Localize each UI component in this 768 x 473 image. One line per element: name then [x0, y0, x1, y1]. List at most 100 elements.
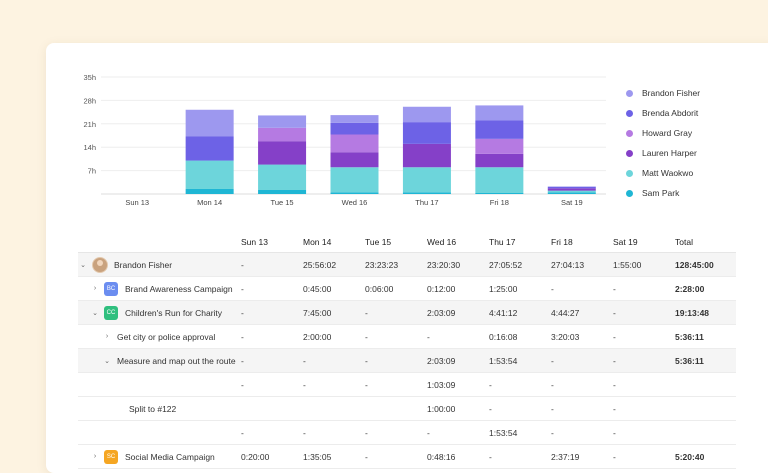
total-cell	[675, 372, 736, 397]
row-name: Brand Awareness Campaign	[125, 283, 233, 294]
time-cell: -	[489, 396, 551, 421]
bar-segment-lauren-harper	[402, 143, 451, 168]
legend-item[interactable]: Lauren Harper	[626, 143, 766, 163]
chevron-right-icon[interactable]: ›	[93, 285, 97, 292]
bar-segment-matt-waokwo	[258, 164, 307, 190]
time-cell: -	[303, 372, 365, 397]
y-tick-label: 21h	[83, 120, 96, 129]
row-name-cell	[78, 420, 241, 445]
header-tue-15: Tue 15	[365, 232, 427, 253]
table-row[interactable]: › BC Brand Awareness Campaign -0:45:00 0:06:…	[78, 276, 736, 301]
legend-item[interactable]: Sam Park	[626, 183, 766, 203]
time-cell: 1:55:00	[613, 252, 675, 277]
legend-label: Sam Park	[642, 188, 680, 198]
table-row[interactable]: › Get city or police approval -2:00:00- -0:…	[78, 324, 736, 349]
bar-segment-brandon-fisher	[185, 109, 234, 137]
bar-segment-brenda-abdorit	[330, 122, 379, 135]
table-row[interactable]: ⌄ Brandon Fisher -25:56:02 23:23:23 23:20:30…	[78, 252, 736, 277]
bar-segment-brandon-fisher	[258, 115, 307, 128]
row-name-cell: ⌄ CC Children's Run for Charity	[78, 300, 241, 325]
table-row[interactable]: › SC Social Media Campaign 0:20:00 1:35:05-0…	[78, 444, 736, 469]
row-name-cell	[78, 372, 241, 397]
header-wed-16: Wed 16	[427, 232, 489, 253]
y-tick-label: 7h	[88, 167, 96, 176]
time-cell: 4:44:27	[551, 300, 613, 325]
header-sat-19: Sat 19	[613, 232, 675, 253]
time-cell: -	[365, 372, 427, 397]
legend-label: Lauren Harper	[642, 148, 697, 158]
legend-swatch	[626, 149, 633, 157]
time-cell: -	[613, 300, 675, 325]
time-cell: -	[551, 420, 613, 445]
time-cell: -	[365, 324, 427, 349]
time-cell: 2:37:19	[551, 444, 613, 469]
time-report-card: 35h 28h 21h 14h 7h Sun 13 Mon 14 Tue 15 Wed 16 Th…	[46, 43, 768, 473]
row-name-cell: ⌄ Measure and map out the route	[78, 348, 241, 373]
legend-label: Brenda Abdorit	[642, 108, 699, 118]
total-cell: 128:45:00	[675, 252, 736, 277]
row-name-wrapper: ⌄ CC Children's Run for Charity	[78, 301, 241, 324]
table-row[interactable]: Split to #122 1:00:00- - -	[78, 396, 736, 421]
table-row[interactable]: - - - -1:53:54- -	[78, 420, 736, 445]
row-name: Children's Run for Charity	[125, 307, 223, 318]
x-tick-label: Wed 16	[342, 198, 368, 207]
time-cell: 2:03:09	[427, 300, 489, 325]
row-name-wrapper: › SC Social Media Campaign	[78, 445, 241, 468]
legend-item[interactable]: Brenda Abdorit	[626, 103, 766, 123]
stacked-bar-chart: 35h 28h 21h 14h 7h Sun 13 Mon 14 Tue 15 Wed 16 Th…	[83, 73, 606, 207]
time-cell: 1:53:54	[489, 348, 551, 373]
total-cell	[675, 396, 736, 421]
bar-segment-brandon-fisher	[475, 105, 524, 121]
chevron-down-icon[interactable]: ⌄	[80, 261, 86, 269]
time-cell: 23:23:23	[365, 252, 427, 277]
x-tick-label: Sun 13	[125, 198, 149, 207]
table-row[interactable]: ⌄ CC Children's Run for Charity -7:45:00-2:…	[78, 300, 736, 325]
time-cell: 0:48:16	[427, 444, 489, 469]
bar-segment-matt-waokwo	[330, 167, 379, 193]
legend-swatch	[626, 189, 633, 197]
header-fri-18: Fri 18	[551, 232, 613, 253]
time-cell: 7:45:00	[303, 300, 365, 325]
bar-segment-lauren-harper	[547, 188, 596, 191]
table-row[interactable]: ⌄ Measure and map out the route - - -2:03:09…	[78, 348, 736, 373]
time-cell: -	[489, 444, 551, 469]
time-cell: -	[241, 324, 303, 349]
time-cell: -	[241, 276, 303, 301]
row-name-wrapper	[78, 373, 241, 396]
time-cell: -	[241, 348, 303, 373]
legend-swatch	[626, 129, 633, 137]
chart-legend: Brandon Fisher Brenda Abdorit Howard Gray L…	[626, 83, 766, 203]
row-name-cell: › SC Social Media Campaign	[78, 444, 241, 469]
time-cell	[303, 396, 365, 421]
row-name: Get city or police approval	[117, 331, 216, 342]
bar-segment-brenda-abdorit	[475, 120, 524, 139]
time-cell: 0:12:00	[427, 276, 489, 301]
chevron-right-icon[interactable]: ›	[93, 453, 97, 460]
row-name: Split to #122	[129, 403, 177, 414]
y-tick-label: 14h	[83, 143, 96, 152]
time-cell	[241, 396, 303, 421]
time-cell: -	[427, 324, 489, 349]
total-cell: 19:13:48	[675, 300, 736, 325]
header-sun-13: Sun 13	[241, 232, 303, 253]
time-cell: -	[241, 252, 303, 277]
legend-item[interactable]: Matt Waokwo	[626, 163, 766, 183]
total-cell	[675, 420, 736, 445]
time-cell: -	[365, 420, 427, 445]
legend-item[interactable]: Brandon Fisher	[626, 83, 766, 103]
bar-segment-matt-waokwo	[185, 160, 234, 189]
legend-swatch	[626, 169, 633, 177]
bar-segment-brandon-fisher	[330, 115, 379, 123]
time-cell: -	[551, 396, 613, 421]
chevron-right-icon[interactable]: ›	[105, 333, 109, 340]
legend-swatch	[626, 109, 633, 117]
table-row[interactable]: - - -1:03:09- - -	[78, 372, 736, 397]
legend-item[interactable]: Howard Gray	[626, 123, 766, 143]
chevron-down-icon[interactable]: ⌄	[92, 309, 98, 317]
time-cell: 27:05:52	[489, 252, 551, 277]
x-tick-label: Sat 19	[561, 198, 583, 207]
time-cell: -	[613, 348, 675, 373]
chevron-down-icon[interactable]: ⌄	[104, 357, 110, 365]
time-cell: -	[613, 444, 675, 469]
legend-label: Matt Waokwo	[642, 168, 694, 178]
